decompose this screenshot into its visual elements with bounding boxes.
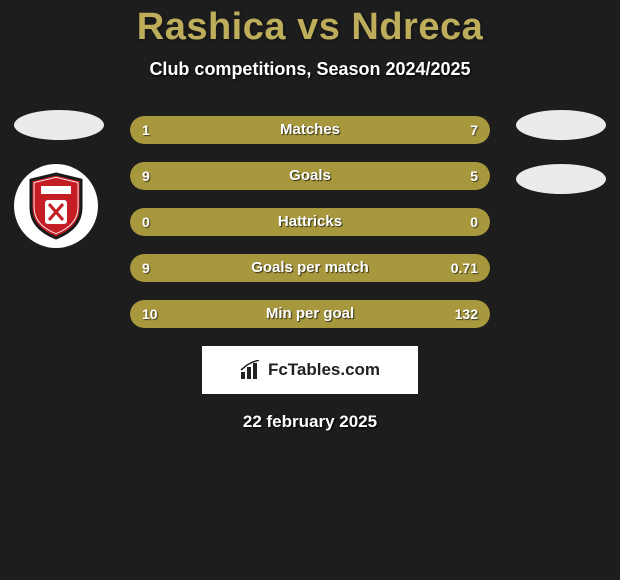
title-left: Rashica bbox=[137, 6, 286, 48]
stat-label: Goals per match bbox=[130, 254, 490, 282]
title-vs: vs bbox=[297, 6, 340, 48]
stat-bar: 90.71Goals per match bbox=[130, 254, 490, 282]
stat-label: Goals bbox=[130, 162, 490, 190]
stat-bar: 10132Min per goal bbox=[130, 300, 490, 328]
stat-bar: 17Matches bbox=[130, 116, 490, 144]
brand-box: FcTables.com bbox=[202, 346, 418, 394]
subtitle: Club competitions, Season 2024/2025 bbox=[0, 59, 620, 80]
footer-date: 22 february 2025 bbox=[0, 412, 620, 432]
page-title: Rashica vs Ndreca bbox=[0, 0, 620, 49]
stat-label: Hattricks bbox=[130, 208, 490, 236]
chart-icon bbox=[240, 360, 262, 380]
shield-icon bbox=[27, 172, 85, 240]
right-player-photo-placeholder bbox=[516, 110, 606, 140]
stat-bars: 17Matches 95Goals 00Hattricks 90.71Goals pe… bbox=[130, 116, 490, 328]
brand-text: FcTables.com bbox=[268, 360, 380, 380]
left-player-photo-placeholder bbox=[14, 110, 104, 140]
left-player-column bbox=[14, 110, 104, 248]
title-right: Ndreca bbox=[351, 6, 483, 48]
left-club-badge bbox=[14, 164, 98, 248]
right-player-column bbox=[516, 110, 606, 218]
comparison-card: Rashica vs Ndreca Club competitions, Sea… bbox=[0, 0, 620, 580]
right-club-badge-placeholder bbox=[516, 164, 606, 194]
content-row: 17Matches 95Goals 00Hattricks 90.71Goals pe… bbox=[0, 116, 620, 328]
stat-bar: 95Goals bbox=[130, 162, 490, 190]
stat-label: Min per goal bbox=[130, 300, 490, 328]
stat-label: Matches bbox=[130, 116, 490, 144]
stat-bar: 00Hattricks bbox=[130, 208, 490, 236]
